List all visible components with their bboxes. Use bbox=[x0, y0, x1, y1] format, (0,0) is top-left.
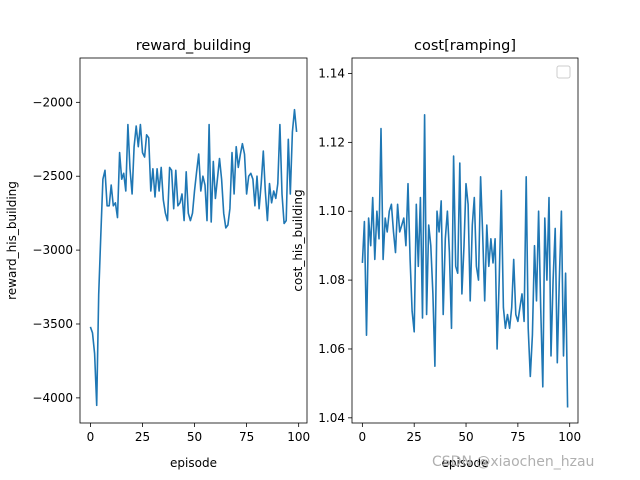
reward-x-axis-label: episode bbox=[170, 456, 217, 470]
cost-x-tick-label: 0 bbox=[359, 430, 367, 444]
reward-y-tick-label: −3500 bbox=[32, 317, 73, 331]
cost-y-tick-label: 1.14 bbox=[318, 66, 345, 80]
reward-y-tick-label: −4000 bbox=[32, 391, 73, 405]
reward-x-tick-label: 50 bbox=[187, 430, 202, 444]
cost-x-tick-label: 50 bbox=[458, 430, 473, 444]
cost-y-tick-label: 1.06 bbox=[318, 342, 345, 356]
reward-y-tick-label: −3000 bbox=[32, 243, 73, 257]
cost-y-tick-label: 1.08 bbox=[318, 273, 345, 287]
watermark: CSDN @xiaochen_hzau bbox=[432, 454, 594, 470]
reward-x-tick-label: 100 bbox=[287, 430, 310, 444]
cost-x-tick-label: 75 bbox=[510, 430, 525, 444]
cost-x-tick-label: 100 bbox=[558, 430, 581, 444]
cost-ticks: 0 25 50 75 100 1.04 1.06 1.08 1.10 1.12 1.14 bbox=[318, 66, 581, 444]
cost-chart-title: cost[ramping] bbox=[414, 38, 516, 54]
cost-plot-frame bbox=[351, 57, 579, 424]
cost-x-axis-label: episode bbox=[442, 456, 489, 470]
reward-building-subplot: reward_building episode reward_his_build… bbox=[5, 38, 310, 470]
cost-y-tick-label: 1.10 bbox=[318, 204, 345, 218]
reward-x-tick-label: 0 bbox=[87, 430, 95, 444]
empty-legend-box bbox=[556, 65, 571, 79]
reward-plot-frame bbox=[79, 57, 308, 424]
reward-x-tick-label: 75 bbox=[239, 430, 254, 444]
cost-series-line bbox=[361, 114, 569, 408]
cost-y-axis-label: cost_his_building bbox=[291, 189, 305, 291]
cost-y-tick-label: 1.04 bbox=[318, 411, 345, 425]
reward-chart-title: reward_building bbox=[136, 38, 252, 54]
reward-x-tick-label: 25 bbox=[135, 430, 150, 444]
cost-x-tick-label: 25 bbox=[407, 430, 422, 444]
cost-y-tick-label: 1.12 bbox=[318, 135, 345, 149]
reward-y-tick-label: −2500 bbox=[32, 169, 73, 183]
reward-y-axis-label: reward_his_building bbox=[5, 181, 19, 300]
reward-y-tick-label: −2000 bbox=[32, 95, 73, 109]
reward-ticks: 0 25 50 75 100 −4000 −3500 −3000 −2500 −2000 bbox=[32, 95, 310, 444]
cost-ramping-subplot: cost[ramping] episode cost_his_building … bbox=[291, 38, 581, 470]
reward-series-line bbox=[89, 108, 298, 407]
